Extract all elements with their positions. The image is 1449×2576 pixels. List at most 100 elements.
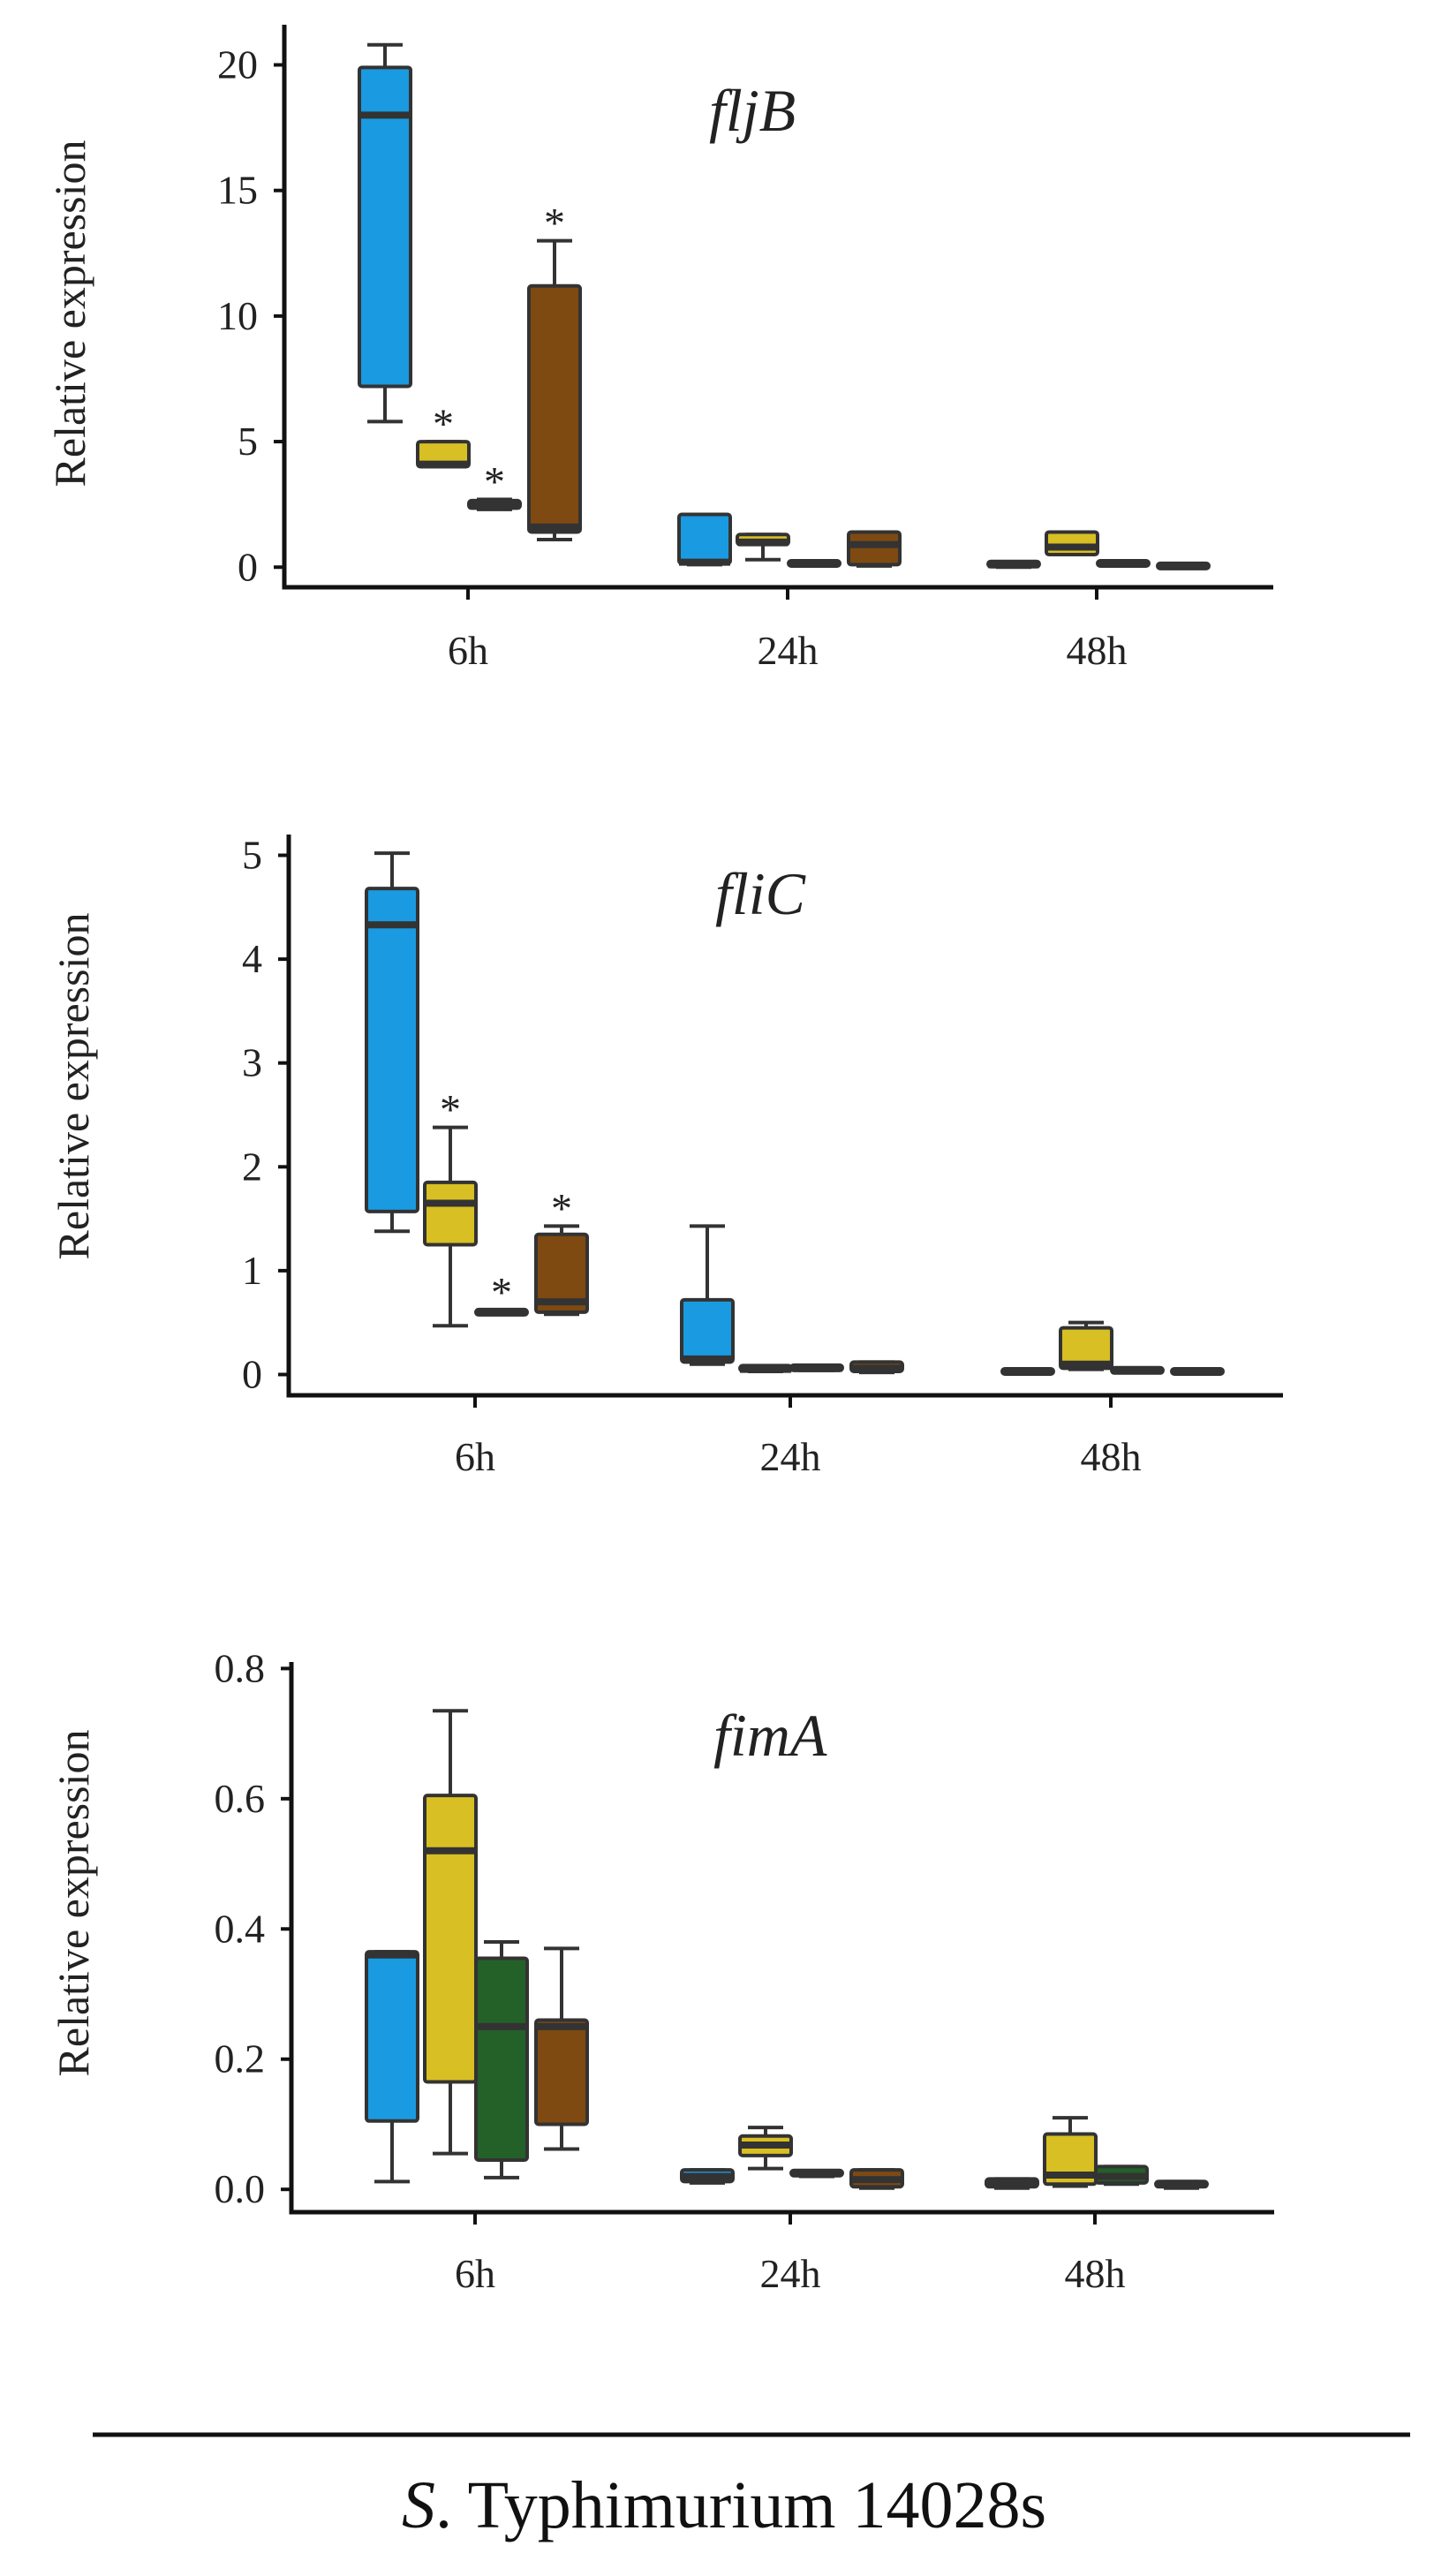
box-48h-green bbox=[1110, 1365, 1165, 1375]
box-24h-green bbox=[787, 558, 841, 568]
panel-flic-title: fliC bbox=[715, 860, 806, 927]
box-24h-blue bbox=[680, 1224, 735, 1366]
box-24h-brown bbox=[849, 2168, 904, 2190]
box-24h-brown bbox=[847, 530, 902, 568]
box-body bbox=[534, 1232, 589, 1314]
box-24h-yellow bbox=[736, 533, 790, 562]
panel-flic-y-tick-label: 4 bbox=[242, 936, 262, 981]
panel-flic-y-ticks: 0 1 2 3 4 5 bbox=[242, 833, 289, 1396]
box-48h-brown bbox=[1156, 561, 1211, 570]
box-6h-green: * bbox=[474, 1270, 529, 1317]
caption-italic: S bbox=[402, 2468, 435, 2542]
panel-fljb-x-tick-label: 6h bbox=[448, 628, 488, 673]
panel-flic-x-tick-label: 48h bbox=[1081, 1434, 1142, 1479]
box-48h-brown bbox=[1154, 2179, 1209, 2190]
box-body bbox=[534, 2018, 589, 2127]
panel-flic-x-tick-label: 6h bbox=[455, 1434, 495, 1479]
box-48h-blue bbox=[986, 559, 1041, 570]
box-6h-yellow: * bbox=[416, 401, 471, 469]
panel-fljb-x-ticks: 6h 24h 48h bbox=[448, 587, 1128, 673]
panel-fljb-y-tick-label: 0 bbox=[238, 544, 258, 589]
panel-fima-y-ticks: 0.0 0.2 0.4 0.6 0.8 bbox=[215, 1645, 291, 2211]
box-body bbox=[365, 1950, 419, 2123]
box-body bbox=[1045, 530, 1099, 557]
significance-star: * bbox=[433, 401, 454, 448]
panel-fljb-y-ticks: 0 5 10 15 20 bbox=[217, 42, 284, 589]
box-48h-green bbox=[1094, 2164, 1149, 2187]
panel-flic-y-tick-label: 0 bbox=[242, 1351, 262, 1396]
panel-fljb: fljB Relative expression 0 5 10 15 20 6h 24h 4… bbox=[45, 25, 1273, 673]
panel-fima-y-tick-label: 0.0 bbox=[215, 2166, 266, 2211]
panel-fljb-y-tick-label: 5 bbox=[238, 419, 258, 464]
box-48h-yellow bbox=[1045, 530, 1099, 557]
panel-fljb-y-tick-label: 10 bbox=[217, 293, 258, 338]
box-body bbox=[365, 887, 419, 1213]
box-48h-yellow bbox=[1043, 2116, 1098, 2188]
panel-fima: fimA Relative expression 0.0 0.2 0.4 0.6 0.8… bbox=[49, 1645, 1274, 2296]
box-24h-yellow bbox=[738, 1364, 793, 1373]
box-48h-blue bbox=[1000, 1366, 1055, 1376]
panel-flic: fliC Relative expression 0 1 2 3 4 5 6h 24h 48h… bbox=[49, 833, 1283, 1479]
box-body bbox=[423, 1180, 478, 1247]
significance-star: * bbox=[544, 200, 565, 247]
panel-fima-y-tick-label: 0.2 bbox=[215, 2036, 266, 2081]
panel-fljb-boxes: * * * bbox=[358, 42, 1211, 570]
panel-fima-y-tick-label: 0.4 bbox=[215, 1906, 266, 1951]
panel-fima-title: fimA bbox=[713, 1702, 827, 1769]
panel-flic-y-tick-label: 5 bbox=[242, 833, 262, 878]
box-24h-blue bbox=[677, 512, 732, 567]
caption-rest: . Typhimurium 14028s bbox=[435, 2468, 1046, 2542]
panel-fima-x-tick-label: 6h bbox=[455, 2251, 495, 2296]
box-24h-yellow bbox=[738, 2126, 793, 2171]
panel-fljb-title: fljB bbox=[709, 77, 796, 144]
box-6h-brown bbox=[534, 1946, 589, 2151]
box-24h-green bbox=[789, 2168, 844, 2179]
significance-star: * bbox=[551, 1185, 572, 1232]
box-24h-brown bbox=[849, 1360, 904, 1375]
box-body bbox=[527, 283, 582, 534]
panel-fima-boxes bbox=[365, 1709, 1209, 2190]
panel-flic-y-tick-label: 1 bbox=[242, 1248, 262, 1293]
panel-fima-x-tick-label: 24h bbox=[760, 2251, 821, 2296]
box-6h-green bbox=[474, 1940, 529, 2179]
panel-fima-x-tick-label: 48h bbox=[1065, 2251, 1126, 2296]
panel-flic-y-tick-label: 2 bbox=[242, 1144, 262, 1189]
box-48h-brown bbox=[1170, 1366, 1225, 1376]
box-body bbox=[358, 65, 412, 389]
panel-flic-boxes: * * * bbox=[365, 851, 1225, 1376]
box-6h-blue bbox=[365, 1950, 419, 2184]
panel-flic-x-tick-label: 24h bbox=[760, 1434, 821, 1479]
box-body bbox=[1059, 1326, 1113, 1371]
box-48h-green bbox=[1096, 558, 1151, 568]
panel-fljb-x-tick-label: 48h bbox=[1067, 628, 1128, 673]
box-6h-blue bbox=[365, 851, 419, 1234]
panel-fima-axes bbox=[289, 1662, 1274, 2215]
box-6h-blue bbox=[358, 42, 412, 424]
panel-flic-y-tick-label: 3 bbox=[242, 1040, 262, 1085]
box-body bbox=[847, 530, 902, 567]
box-48h-yellow bbox=[1059, 1320, 1113, 1371]
panel-fima-x-ticks: 6h 24h 48h bbox=[455, 2212, 1126, 2296]
box-6h-brown: * bbox=[534, 1185, 589, 1317]
box-body bbox=[474, 1956, 529, 2163]
box-6h-yellow bbox=[423, 1709, 478, 2156]
figure-caption: S. Typhimurium 14028s bbox=[402, 2468, 1046, 2542]
panel-fljb-axes bbox=[282, 25, 1273, 590]
panel-fima-y-tick-label: 0.6 bbox=[215, 1776, 266, 1821]
box-body bbox=[423, 1794, 478, 2084]
panel-fljb-y-tick-label: 20 bbox=[217, 42, 258, 87]
panel-fljb-y-label: Relative expression bbox=[45, 140, 94, 487]
box-6h-yellow: * bbox=[423, 1087, 478, 1328]
panel-fljb-x-tick-label: 24h bbox=[758, 628, 819, 673]
panel-flic-axes bbox=[286, 835, 1283, 1398]
panel-fljb-y-tick-label: 15 bbox=[217, 168, 258, 213]
box-6h-green: * bbox=[467, 458, 522, 511]
panel-fima-y-tick-label: 0.8 bbox=[215, 1645, 266, 1690]
significance-star: * bbox=[491, 1270, 512, 1317]
box-body bbox=[677, 512, 732, 565]
panel-flic-y-label: Relative expression bbox=[49, 913, 98, 1260]
panel-fima-y-label: Relative expression bbox=[49, 1730, 98, 2077]
box-body bbox=[680, 1297, 735, 1364]
significance-star: * bbox=[440, 1087, 461, 1134]
